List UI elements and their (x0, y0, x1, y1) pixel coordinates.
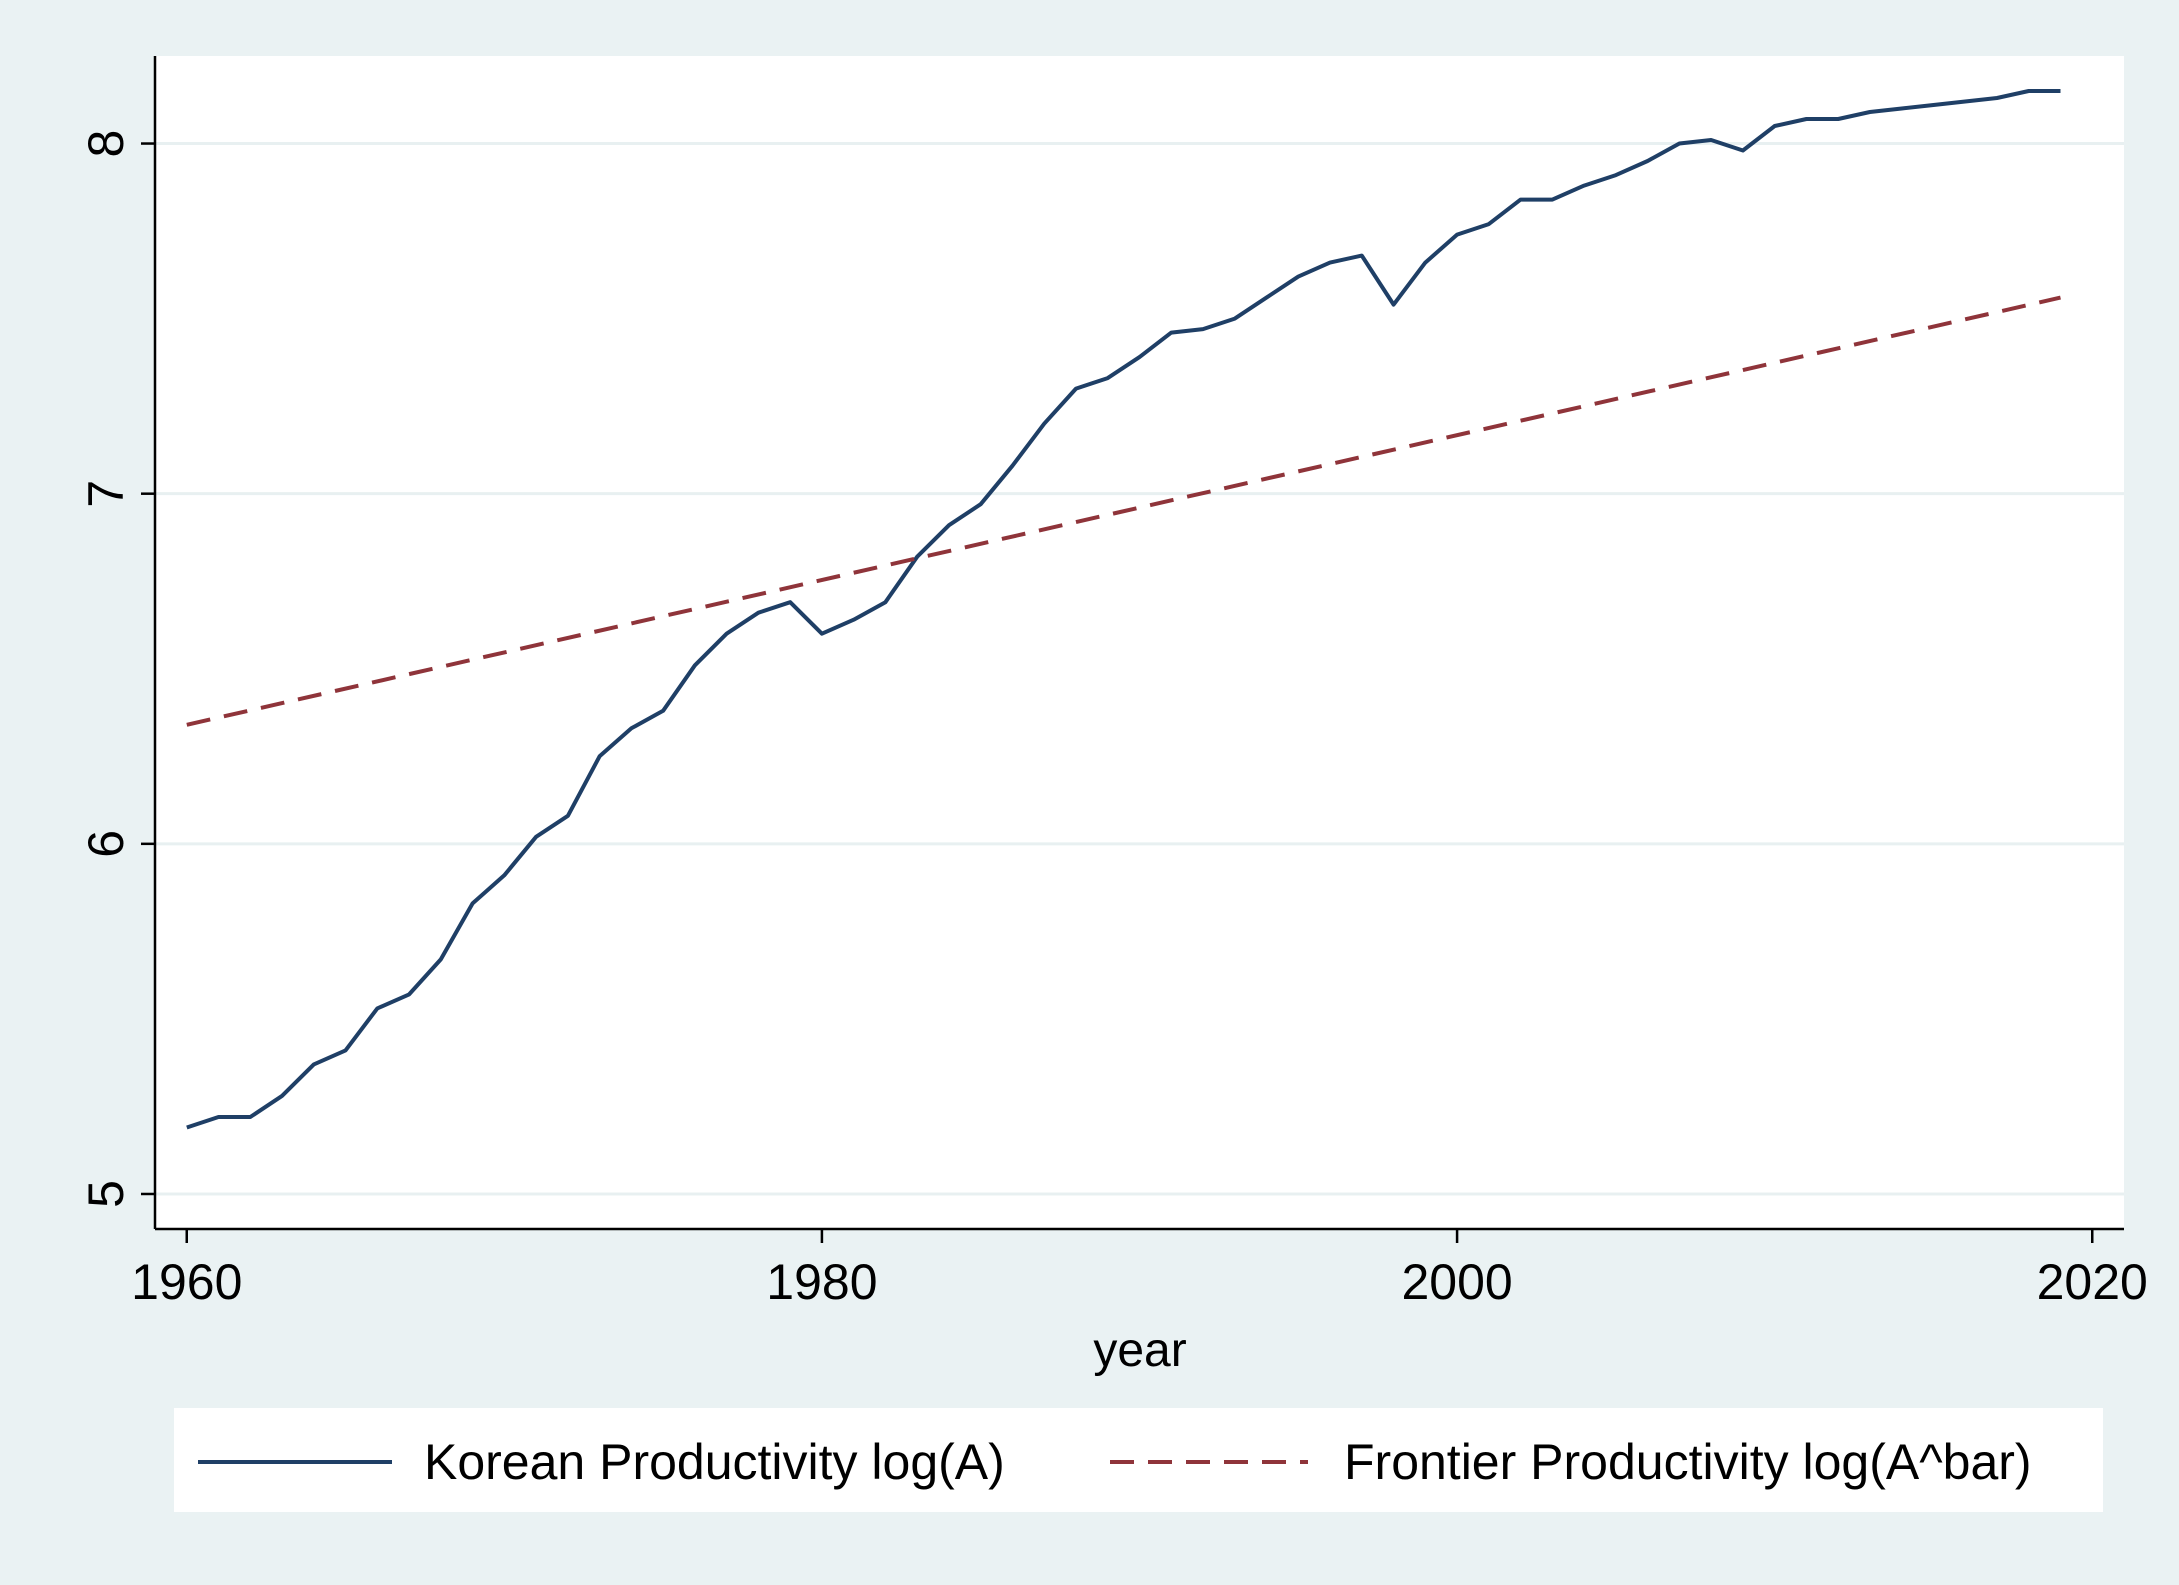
y-tick-label: 6 (78, 830, 134, 858)
x-axis-ticks: 1960 1980 2000 2020 (131, 1229, 2148, 1310)
legend: Korean Productivity log(A) Frontier Prod… (174, 1408, 2103, 1512)
axes (153, 56, 2124, 1231)
series-lines (186, 89, 2061, 1130)
plot-background (155, 56, 2124, 1229)
legend-label-korean: Korean Productivity log(A) (424, 1434, 1005, 1490)
legend-box (174, 1408, 2103, 1512)
series-line-frontier (186, 295, 2061, 727)
legend-label-frontier: Frontier Productivity log(A^bar) (1344, 1434, 2032, 1490)
y-tick-label: 7 (78, 480, 134, 508)
x-tick-label: 2020 (2037, 1254, 2148, 1310)
gridlines (155, 142, 2124, 1196)
x-axis-label: year (1093, 1324, 1186, 1377)
x-tick-label: 1980 (766, 1254, 877, 1310)
series-line-korean (186, 89, 2061, 1130)
y-tick-label: 8 (78, 130, 134, 158)
x-tick-label: 1960 (131, 1254, 242, 1310)
y-axis-ticks: 5 6 7 8 (78, 130, 155, 1208)
y-tick-label: 5 (78, 1180, 134, 1208)
x-tick-label: 2000 (1401, 1254, 1512, 1310)
